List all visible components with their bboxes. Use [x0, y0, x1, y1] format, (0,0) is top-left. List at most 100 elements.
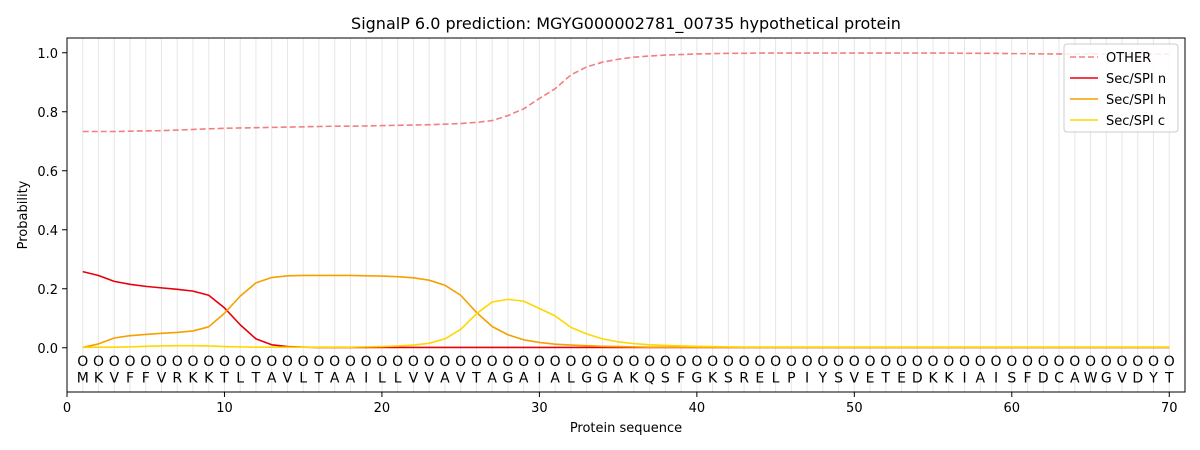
plot-frame [66, 37, 1186, 393]
x-tick-label: 20 [374, 401, 391, 416]
sequence-letter: R [172, 370, 182, 386]
residue-marker: O [361, 354, 372, 370]
series-lines [82, 52, 1170, 349]
sequence-letter: Q [644, 370, 655, 386]
sequence-letter: R [739, 370, 749, 386]
sequence-letter: E [866, 370, 875, 386]
sequence-letter: T [219, 370, 229, 386]
residue-marker: O [1038, 354, 1049, 370]
sequence-letter: K [629, 370, 639, 386]
residue-marker: O [124, 354, 135, 370]
sequence-letter: M [77, 370, 89, 386]
y-tick-label: 0.4 [37, 224, 58, 239]
legend: OTHER Sec/SPI n Sec/SPI h Sec/SPI c [1063, 43, 1179, 133]
residue-marker: O [1022, 354, 1033, 370]
sequence-letter: L [299, 370, 307, 386]
residue-marker: O [392, 354, 403, 370]
residue-marker: O [581, 354, 592, 370]
x-tick-label: 50 [846, 401, 863, 416]
sequence-letter: P [787, 370, 795, 386]
sequence-letter: V [283, 370, 293, 386]
residue-marker: O [487, 354, 498, 370]
sequence-letter: G [502, 370, 513, 386]
x-tick-label: 60 [1004, 401, 1021, 416]
sequence-letter: L [394, 370, 402, 386]
residue-marker: O [1164, 354, 1175, 370]
residue-marker: O [770, 354, 781, 370]
y-tick-label: 0.8 [37, 106, 58, 121]
residue-marker: O [833, 354, 844, 370]
residue-marker: O [376, 354, 387, 370]
residue-marker: O [187, 354, 198, 370]
series-line-other [82, 52, 1170, 133]
sequence-letter: L [378, 370, 386, 386]
residue-marker: O [502, 354, 513, 370]
series-line-sec-spi-h [82, 274, 1170, 349]
residue-marker: O [518, 354, 529, 370]
residue-marker: O [739, 354, 750, 370]
sequence-letter: S [834, 370, 843, 386]
residue-marker: O [1116, 354, 1127, 370]
sequence-letter: K [944, 370, 954, 386]
residue-marker: O [455, 354, 466, 370]
residue-marker: O [424, 354, 435, 370]
residue-marker: O [109, 354, 120, 370]
sequence-letter: T [471, 370, 481, 386]
sequence-letter: V [409, 370, 419, 386]
residue-marker: O [912, 354, 923, 370]
sequence-letter: I [537, 370, 541, 386]
sequence-letter: W [1084, 370, 1098, 386]
residue-marker: O [313, 354, 324, 370]
residue-marker: O [786, 354, 797, 370]
legend-label: Sec/SPI n [1106, 72, 1166, 87]
sequence-letter: V [456, 370, 466, 386]
x-tick-label: 40 [689, 401, 706, 416]
y-axis-label: Probability [16, 180, 31, 249]
sequence-letter: A [440, 370, 450, 386]
sequence-letter: L [567, 370, 575, 386]
legend-label: Sec/SPI h [1106, 93, 1166, 108]
residue-marker: O [1085, 354, 1096, 370]
series-line-sec-spi-c [82, 298, 1170, 349]
series-line-sec-spi-n [82, 270, 1170, 349]
sequence-letter: A [976, 370, 986, 386]
sequence-letter: E [897, 370, 906, 386]
sequence-letter: S [1007, 370, 1016, 386]
sequence-letter: A [1070, 370, 1080, 386]
sequence-letter: K [188, 370, 198, 386]
residue-marker: O [235, 354, 246, 370]
x-tick-label: 70 [1161, 401, 1178, 416]
sequence-letter: K [708, 370, 718, 386]
sequence-letter: A [550, 370, 560, 386]
residue-marker: O [849, 354, 860, 370]
sequence-letter: A [519, 370, 529, 386]
residue-marker: O [943, 354, 954, 370]
sequence-letter: T [251, 370, 261, 386]
residue-marker: O [203, 354, 214, 370]
sequence-letter: Y [818, 370, 828, 386]
legend-label: OTHER [1106, 51, 1151, 66]
residue-marker: O [266, 354, 277, 370]
residue-marker: O [802, 354, 813, 370]
sequence-letter: F [1024, 370, 1032, 386]
residue-marker: O [298, 354, 309, 370]
residue-marker: O [550, 354, 561, 370]
residue-marker: O [534, 354, 545, 370]
residue-marker: O [439, 354, 450, 370]
residue-marker: O [707, 354, 718, 370]
residue-marker: O [613, 354, 624, 370]
residue-marker: O [644, 354, 655, 370]
residue-marker: O [754, 354, 765, 370]
residue-marker: O [676, 354, 687, 370]
sequence-letter: F [677, 370, 685, 386]
sequence-letter: I [805, 370, 809, 386]
residue-marker: O [408, 354, 419, 370]
sequence-letter: F [126, 370, 134, 386]
x-tick-label: 30 [531, 401, 548, 416]
residue-marker: O [1101, 354, 1112, 370]
sequence-letter: A [267, 370, 277, 386]
residue-marker: O [628, 354, 639, 370]
sequence-letter: K [94, 370, 104, 386]
sequence-letter: I [962, 370, 966, 386]
